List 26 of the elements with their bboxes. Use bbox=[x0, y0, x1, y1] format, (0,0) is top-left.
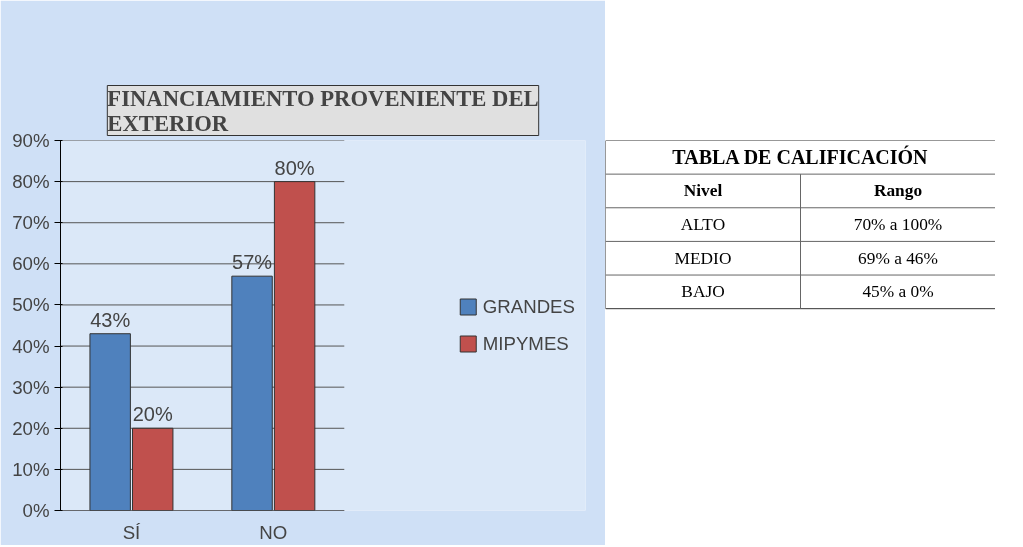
y-tick-label: 20% bbox=[12, 417, 50, 439]
y-tick-label: 30% bbox=[12, 376, 50, 398]
text: 70% a 100% bbox=[853, 215, 943, 235]
y-tick-label: 0% bbox=[22, 500, 50, 521]
y-tick-label: 60% bbox=[12, 253, 50, 275]
text: 80% bbox=[274, 156, 315, 179]
text: Rango bbox=[873, 181, 923, 201]
y-tick-label: 10% bbox=[12, 458, 50, 480]
y-tick-label: 90% bbox=[12, 130, 50, 151]
y-tick-label: 70% bbox=[12, 212, 50, 234]
text: TABLA DE CALIFICACIÓN bbox=[672, 145, 929, 169]
text: 43% bbox=[90, 308, 131, 331]
text: 20% bbox=[132, 403, 173, 426]
text: MEDIO bbox=[674, 248, 732, 268]
x-tick-label: SÍ bbox=[122, 521, 142, 543]
y-tick-label: 50% bbox=[12, 294, 50, 316]
legend-label: MIPYMES bbox=[482, 332, 569, 355]
text: 69% a 46% bbox=[858, 248, 938, 268]
x-tick-label: NO bbox=[259, 521, 288, 543]
legend-label: GRANDES bbox=[482, 295, 575, 318]
y-tick-label: 40% bbox=[12, 335, 50, 357]
y-tick-label: 80% bbox=[12, 171, 50, 193]
text: 45% a 0% bbox=[862, 282, 934, 302]
text: Nivel bbox=[683, 181, 723, 201]
text: BAJO bbox=[681, 282, 725, 302]
text: ALTO bbox=[680, 215, 726, 235]
